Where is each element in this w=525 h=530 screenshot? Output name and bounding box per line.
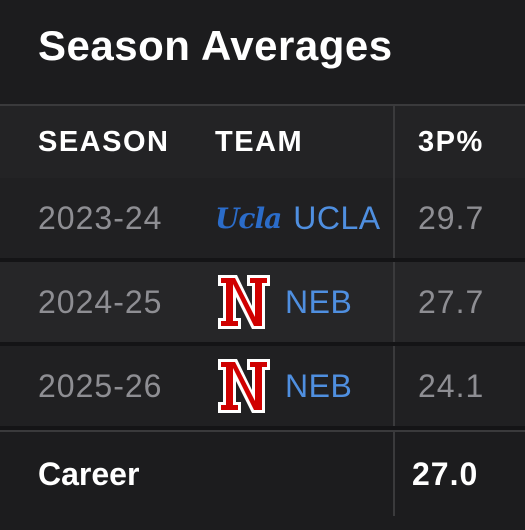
section-title: Season Averages xyxy=(38,22,393,69)
nebraska-n-logo xyxy=(218,275,270,329)
ucla-logo: Ucla xyxy=(215,201,282,235)
column-header-team[interactable]: TEAM xyxy=(215,125,304,158)
nebraska-n-logo xyxy=(218,359,270,413)
table-row: 2024-25 NEB 27.7 xyxy=(0,262,525,346)
team-link[interactable]: NEB xyxy=(285,283,353,320)
team-link[interactable]: NEB xyxy=(285,367,353,404)
season-cell: 2023-24 xyxy=(38,199,163,236)
team-cell[interactable]: NEB xyxy=(215,356,352,416)
season-cell: 2024-25 xyxy=(38,283,163,320)
column-divider xyxy=(393,432,395,516)
three-pt-pct-cell: 24.1 xyxy=(418,367,485,404)
career-row: Career 27.0 xyxy=(0,430,525,516)
column-header-3p-pct[interactable]: 3P% xyxy=(418,125,484,158)
team-link[interactable]: UCLA xyxy=(293,199,381,236)
column-divider xyxy=(393,178,395,258)
column-divider xyxy=(393,262,395,342)
table-row: 2023-24 Ucla UCLA 29.7 xyxy=(0,178,525,262)
column-header-season[interactable]: SEASON xyxy=(38,125,170,158)
career-label: Career xyxy=(38,455,140,492)
career-three-pt-pct: 27.0 xyxy=(412,455,479,492)
three-pt-pct-cell: 29.7 xyxy=(418,199,485,236)
table-header: SEASON TEAM 3P% xyxy=(0,104,525,180)
team-cell[interactable]: NEB xyxy=(215,272,352,332)
season-cell: 2025-26 xyxy=(38,367,163,404)
column-divider xyxy=(393,346,395,426)
column-divider xyxy=(393,106,395,178)
three-pt-pct-cell: 27.7 xyxy=(418,283,485,320)
table-row: 2025-26 NEB 24.1 xyxy=(0,346,525,430)
team-cell[interactable]: Ucla UCLA xyxy=(215,200,381,237)
